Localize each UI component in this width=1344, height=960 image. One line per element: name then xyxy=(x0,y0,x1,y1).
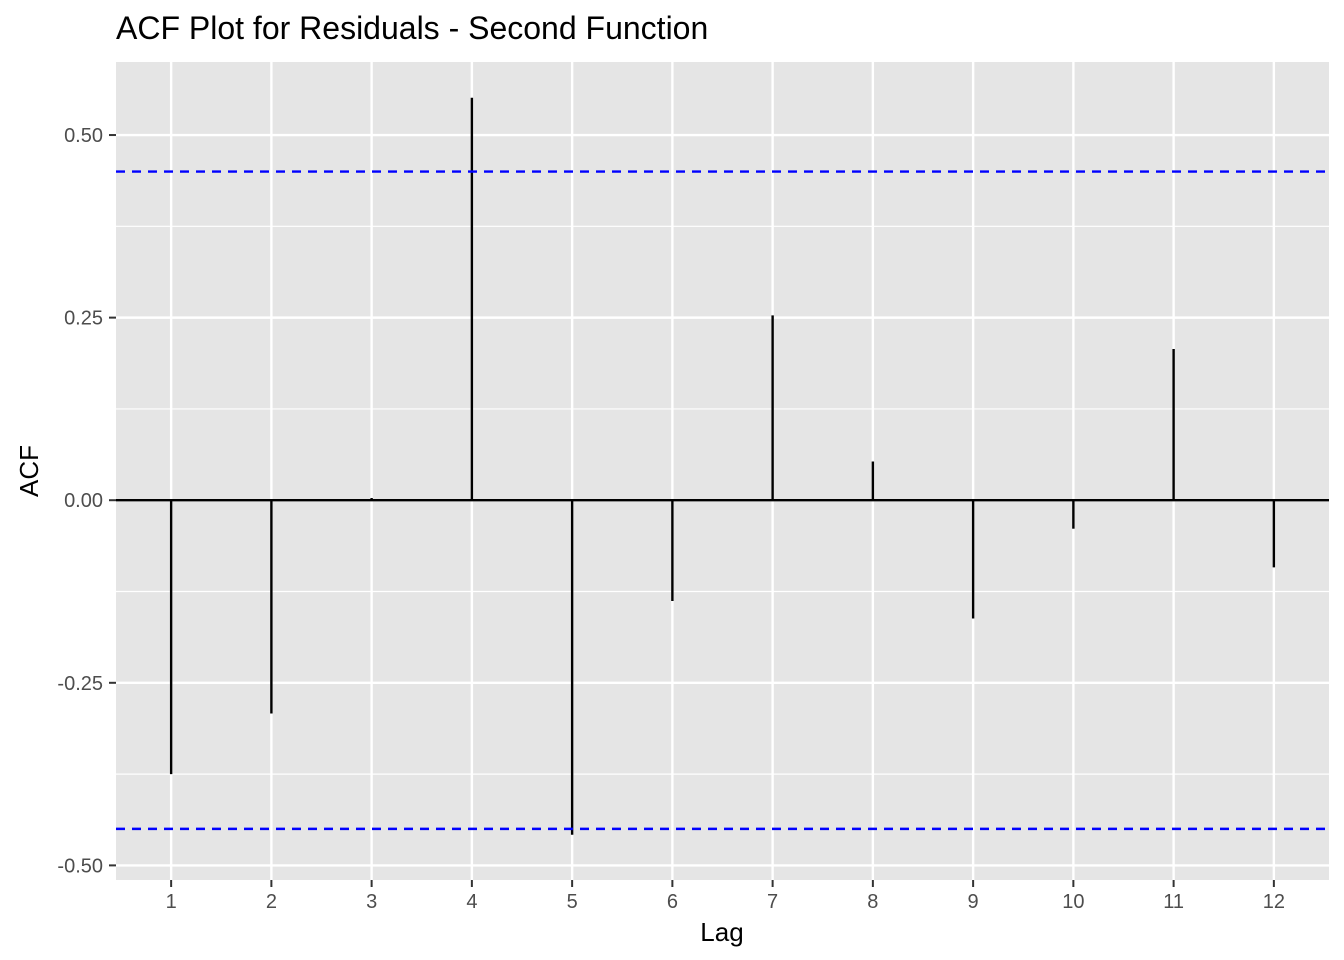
y-tick-label: 0.50 xyxy=(64,125,103,147)
chart-title: ACF Plot for Residuals - Second Function xyxy=(116,10,708,46)
y-tick-label: -0.25 xyxy=(57,673,103,695)
x-tick-label: 1 xyxy=(166,891,177,913)
x-tick-label: 9 xyxy=(968,891,979,913)
x-tick-label: 10 xyxy=(1062,891,1084,913)
acf-bars xyxy=(169,97,1276,835)
x-axis: 1 2 3 4 5 6 7 8 9 10 11 12 xyxy=(166,880,1285,913)
x-tick-label: 6 xyxy=(667,891,678,913)
x-tick-label: 11 xyxy=(1163,891,1184,913)
y-tick-label: 0.00 xyxy=(64,490,103,512)
y-axis: -0.50 -0.25 0.00 0.25 0.50 xyxy=(57,125,116,877)
y-tick-label: 0.25 xyxy=(64,308,103,330)
x-axis-title: Lag xyxy=(700,917,743,947)
confidence-lines xyxy=(116,170,1329,831)
grid-minor xyxy=(116,225,1329,775)
x-tick-label: 8 xyxy=(867,891,878,913)
plot-panel xyxy=(116,62,1329,880)
x-tick-label: 7 xyxy=(767,891,778,913)
x-tick-label: 3 xyxy=(366,891,377,913)
x-tick-label: 2 xyxy=(266,891,277,913)
y-tick-label: -0.50 xyxy=(57,855,103,877)
x-tick-label: 4 xyxy=(466,891,477,913)
x-tick-label: 12 xyxy=(1263,891,1285,913)
x-tick-label: 5 xyxy=(567,891,578,913)
y-axis-title: ACF xyxy=(14,445,44,497)
